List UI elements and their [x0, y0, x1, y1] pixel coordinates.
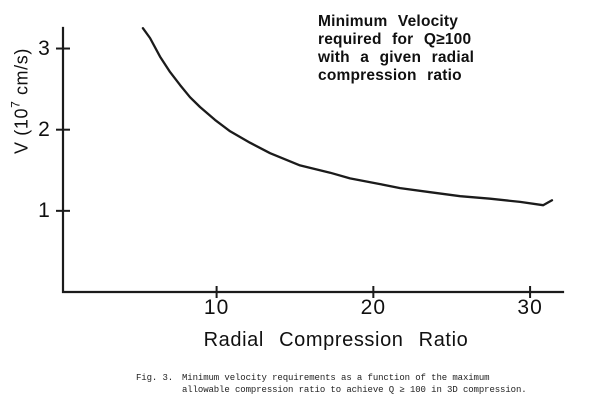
y-tick-label: 1 — [38, 198, 50, 222]
caption-line-1: Fig. 3. Minimum velocity requirements as … — [136, 372, 527, 384]
caption-text-1: Minimum velocity requirements as a funct… — [182, 373, 490, 383]
y-axis-label-exponent: 7 — [8, 100, 23, 108]
y-axis-label-suffix: cm/s) — [11, 48, 32, 101]
caption-fig-tag: Fig. 3. — [136, 373, 174, 383]
annotation-line: with a given radial — [318, 49, 475, 66]
x-axis-title: Radial Compression Ratio — [203, 329, 469, 351]
x-tick-label: 10 — [203, 296, 230, 319]
annotation-line: required for Q≥100 — [318, 31, 472, 48]
y-tick-label: 3 — [38, 36, 50, 60]
y-axis-label-prefix: V (10 — [11, 107, 32, 154]
x-tick-label: 30 — [517, 296, 543, 319]
annotation-block: Minimum Velocity required for Q≥100 with… — [318, 13, 474, 85]
axes-lines — [61, 26, 565, 294]
figure-caption: Fig. 3. Minimum velocity requirements as … — [136, 372, 527, 396]
y-axis-label: V (107 cm/s) — [8, 48, 33, 154]
x-tick-label: 20 — [360, 296, 387, 319]
annotation-line: Minimum Velocity — [318, 13, 459, 30]
annotation-line: compression ratio — [318, 67, 462, 84]
y-tick-label: 2 — [38, 117, 50, 141]
velocity-curve — [141, 27, 554, 207]
caption-text-2: allowable compression ratio to achieve Q… — [182, 385, 527, 395]
